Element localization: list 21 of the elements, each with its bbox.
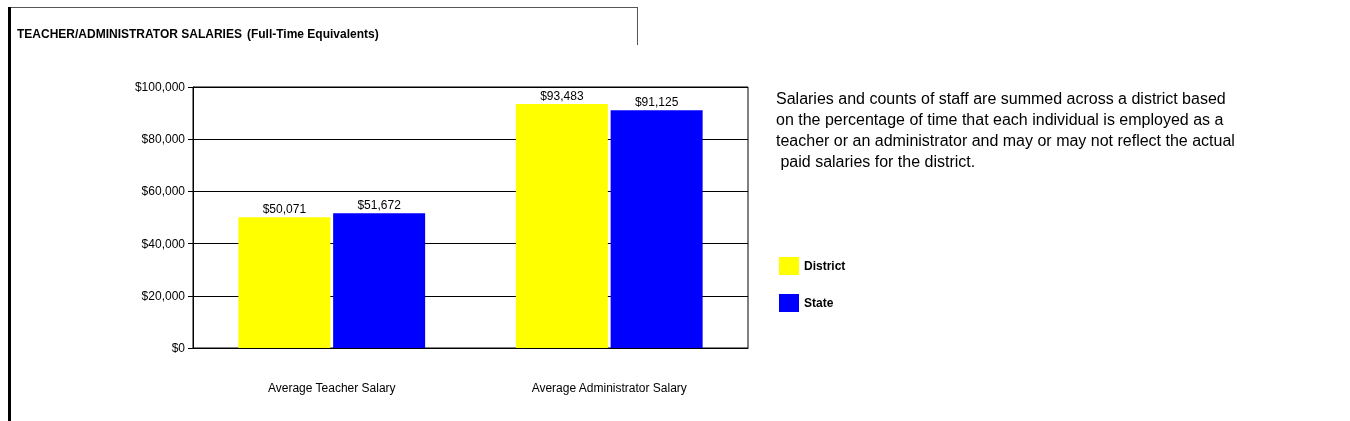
y-tick-label: $100,000 xyxy=(134,80,186,94)
bar xyxy=(515,104,608,348)
bar xyxy=(238,217,331,348)
y-tick-label: $40,000 xyxy=(141,236,186,251)
y-tick-label: $80,000 xyxy=(141,132,186,147)
y-tick-label: $0 xyxy=(171,341,186,355)
x-tick-label: Average Teacher Salary xyxy=(267,381,396,395)
legend-label: District xyxy=(804,259,846,273)
data-label: $93,483 xyxy=(540,89,584,104)
y-tick-label: $20,000 xyxy=(141,288,186,303)
data-label: $51,672 xyxy=(357,198,402,213)
y-tick-label: $60,000 xyxy=(141,184,186,199)
bar xyxy=(610,110,703,348)
bar xyxy=(333,213,426,348)
legend-label: State xyxy=(804,296,834,310)
data-label: $50,071 xyxy=(262,202,307,217)
data-label: $91,125 xyxy=(634,95,679,110)
text: Salaries and counts of staff are summed across a district based on the percentage of time that each individual is employed as a teacher or an administrator and may or may not reflect the actual paid salaries for the district. xyxy=(776,90,1235,170)
chart-title: TEACHER/ADMINISTRATOR SALARIES xyxy=(17,27,242,41)
chart-subtitle: (Full-Time Equivalents) xyxy=(246,27,379,41)
x-tick-label: Average Administrator Salary xyxy=(531,381,687,395)
